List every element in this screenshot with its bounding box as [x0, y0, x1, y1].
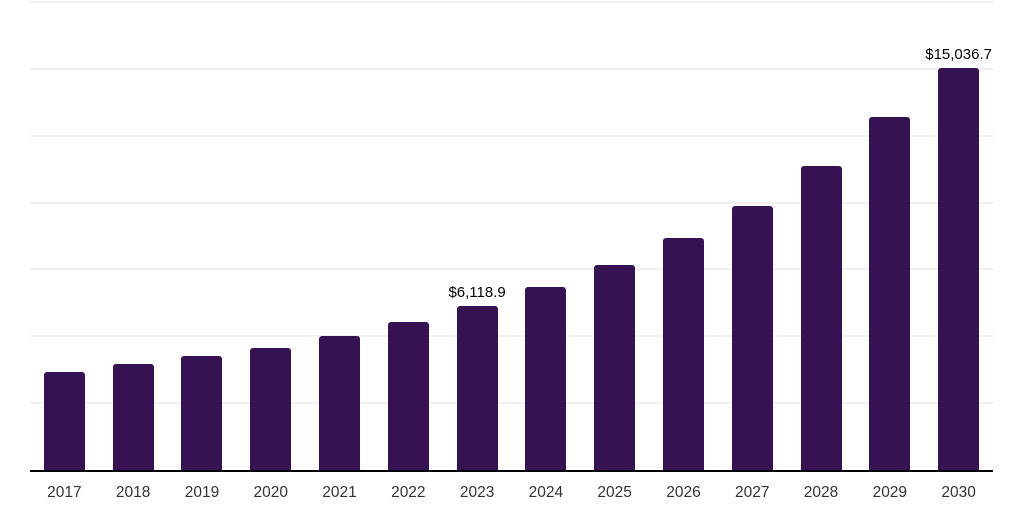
gridline-5000: [30, 335, 993, 338]
x-tick-2019: 2019: [184, 484, 220, 501]
bar-2021: [319, 336, 361, 470]
gridline-17500: [30, 1, 993, 3]
x-tick-2018: 2018: [115, 484, 151, 501]
x-tick-2024: 2024: [528, 484, 564, 501]
x-tick-2029: 2029: [872, 484, 908, 501]
bar-2029: [869, 117, 911, 470]
bar-2019: [181, 356, 223, 470]
gridline-2500: [30, 402, 993, 405]
data-label-2023: $6,118.9: [448, 284, 506, 302]
gridline-12500: [30, 134, 993, 137]
x-tick-2022: 2022: [391, 484, 426, 501]
gridline-15000: [30, 67, 993, 70]
x-tick-2026: 2026: [666, 484, 701, 501]
bar-2027: [731, 205, 773, 470]
x-tick-2025: 2025: [597, 484, 632, 501]
bar-2023: [456, 306, 498, 470]
x-axis-line: [30, 470, 993, 472]
bar-2026: [662, 237, 704, 470]
x-tick-2030: 2030: [941, 484, 976, 501]
x-tick-2017: 2017: [47, 484, 82, 501]
bar-2028: [800, 165, 842, 470]
x-tick-2027: 2027: [735, 484, 770, 501]
bar-2022: [387, 321, 429, 470]
gridline-7500: [30, 268, 993, 271]
x-tick-2020: 2020: [253, 484, 288, 501]
x-tick-2021: 2021: [322, 484, 357, 501]
bar-2020: [250, 348, 292, 470]
bar-2025: [594, 264, 636, 470]
plot-area: $6,118.9 $15,036.7: [30, 1, 993, 472]
bar-2018: [112, 364, 154, 470]
x-tick-2023: 2023: [459, 484, 495, 501]
data-label-2030: $15,036.7: [925, 45, 992, 63]
gridline-10000: [30, 201, 993, 204]
x-tick-2028: 2028: [803, 484, 839, 501]
bar-2024: [525, 287, 567, 470]
bar-2017: [43, 371, 85, 470]
bar-2030: [938, 67, 980, 470]
